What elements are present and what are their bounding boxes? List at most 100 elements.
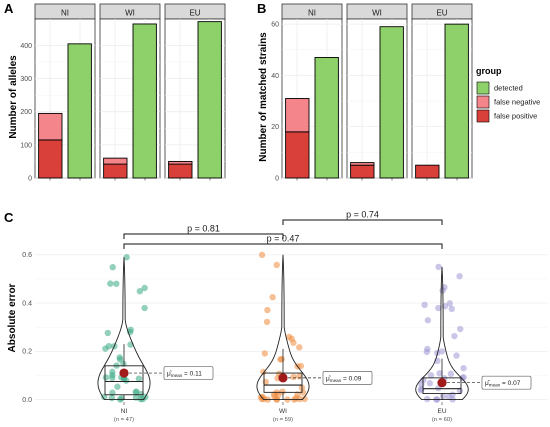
panel-c-data-point <box>132 389 139 396</box>
panel-c-comparison: p = 0.47 <box>123 234 443 249</box>
panel-b-bar-false-negative <box>350 162 375 166</box>
panel-c-data-point <box>301 395 308 403</box>
panel-c-mean-value: = 0.09 <box>341 375 361 382</box>
panel-a-facet-eu: EU <box>164 3 226 181</box>
panel-c-data-point <box>453 352 460 359</box>
panel-c-data-point <box>278 355 285 363</box>
panel-c-data-point <box>279 388 286 395</box>
panel-c-data-point <box>460 364 467 372</box>
panel-c-mean-label-box <box>322 371 373 385</box>
panel-c-mean-symbol: μ̂ <box>485 380 491 387</box>
panel-b-y-tick-label: 40 <box>271 73 279 80</box>
panel-c-data-point <box>424 317 432 324</box>
panel-b-facet-ni: NI <box>281 3 343 181</box>
panel-c-data-point <box>435 304 442 312</box>
panel-b-strip-label: NI <box>308 9 316 18</box>
panel-c-box <box>104 365 144 396</box>
panel-c-data-point <box>424 345 431 353</box>
panel-c-category-count: (n = 59) <box>273 417 293 423</box>
panel-c-data-point <box>273 261 280 269</box>
panel-c-data-point <box>141 304 148 312</box>
panel-c-data-point <box>421 301 428 309</box>
panel-c-data-point <box>290 373 297 381</box>
panel-b-strip-label: WI <box>372 9 382 18</box>
panel-a-bar-detected <box>132 23 157 179</box>
panel-c-violin <box>97 257 151 401</box>
panel-c-data-point <box>109 264 116 271</box>
panel-c-y-tick-label: 0.2 <box>22 349 32 356</box>
panel-c-violin-chart: Absolute error 0.00.20.40.6μ̂mean = 0.11… <box>7 210 548 423</box>
panel-letter-a: A <box>4 1 14 16</box>
panel-a-y-tick-label: 200 <box>20 109 32 116</box>
panel-c-box <box>422 377 462 395</box>
panel-b-bar-detected <box>379 26 404 179</box>
panel-c-data-point <box>426 380 434 387</box>
panel-a-strip-label: WI <box>125 9 135 18</box>
panel-c-comparison-bracket <box>123 233 284 239</box>
panel-c-category-count: (n = 60) <box>432 417 452 423</box>
panel-c-mean-symbol: μ̂ <box>167 371 173 378</box>
panel-c-data-point <box>109 371 116 379</box>
panel-c-mean-subscript: mean <box>330 378 342 383</box>
panel-a-facet-ni: NI <box>34 3 96 181</box>
panel-c-data-point <box>102 374 110 381</box>
panel-b-y-axis-title: Number of matched strains <box>258 32 269 162</box>
panel-c-category-label: NI <box>121 408 128 415</box>
panel-b-bar-false-positive <box>285 131 310 179</box>
panel-c-data-point <box>137 390 145 398</box>
panel-c-y-tick-label: 0.6 <box>22 252 32 259</box>
panel-c-data-point <box>456 272 463 280</box>
panel-c-mean-label-box <box>163 366 214 380</box>
legend-title: group <box>476 66 502 76</box>
panel-a-bar-false-positive <box>168 163 193 179</box>
panel-c-data-point <box>296 344 303 351</box>
panel-c-mean-point <box>278 373 288 383</box>
panel-c-group-eu: μ̂mean = 0.07 EU (n = 60) <box>415 263 532 423</box>
panel-c-data-point <box>451 332 458 340</box>
panel-b-strip-label: EU <box>436 9 447 18</box>
panel-c-mean-value: = 0.11 <box>182 371 202 378</box>
panel-c-data-point <box>296 395 303 403</box>
panel-c-data-point <box>141 284 148 292</box>
legend-key-detected <box>476 81 490 95</box>
panel-c-data-point <box>107 280 114 287</box>
panel-b-bar-detected <box>314 57 339 179</box>
panel-c-violin <box>415 266 469 401</box>
panel-c-mean-subscript: mean <box>171 373 183 378</box>
panel-c-data-point <box>299 389 307 396</box>
panel-a-bar-false-positive <box>38 139 63 179</box>
panel-letter-b: B <box>257 1 266 16</box>
panel-c-data-point <box>271 393 278 400</box>
legend-label: false negative <box>494 98 540 107</box>
panel-c-data-point <box>114 383 121 390</box>
panel-a-bar-false-negative <box>168 160 193 165</box>
panel-c-mean-symbol: μ̂ <box>326 375 332 382</box>
panel-c-data-point <box>448 305 455 313</box>
legend-key-false-positive <box>476 109 490 123</box>
panel-c-data-point <box>297 362 305 370</box>
panel-c-comparison: p = 0.81 <box>123 224 284 239</box>
legend-label: detected <box>494 84 523 93</box>
panel-c-mean-value: = 0.07 <box>500 380 520 387</box>
panel-c-y-axis-title: Absolute error <box>7 283 18 352</box>
panel-c-mean-label: μ̂mean = 0.09 <box>326 375 362 383</box>
panel-a-bar-chart: Number of alleles NI WI EU 0 100 200 300 400 <box>8 3 226 182</box>
panel-c-data-point <box>261 350 268 357</box>
panel-c-category-label: EU <box>437 408 446 415</box>
panel-c-category-count: (n = 47) <box>114 417 134 423</box>
panel-c-data-point <box>435 263 442 271</box>
panel-b-bar-false-positive <box>415 164 440 179</box>
panel-a-y-axis-title: Number of alleles <box>8 55 19 139</box>
panel-c-data-point <box>123 254 130 261</box>
panel-c-data-point <box>139 395 146 403</box>
panel-c-comparison: p = 0.74 <box>282 210 443 225</box>
panel-c-data-point <box>427 372 435 379</box>
legend: group detected false negative false positi… <box>476 66 540 123</box>
panel-a-strip-label: EU <box>189 9 200 18</box>
panel-b-bar-detected <box>444 23 469 179</box>
panel-c-data-point <box>436 370 443 377</box>
panel-c-data-point <box>457 325 464 333</box>
panel-c-data-point <box>269 294 276 301</box>
panel-b-y-tick-label: 60 <box>271 22 279 29</box>
